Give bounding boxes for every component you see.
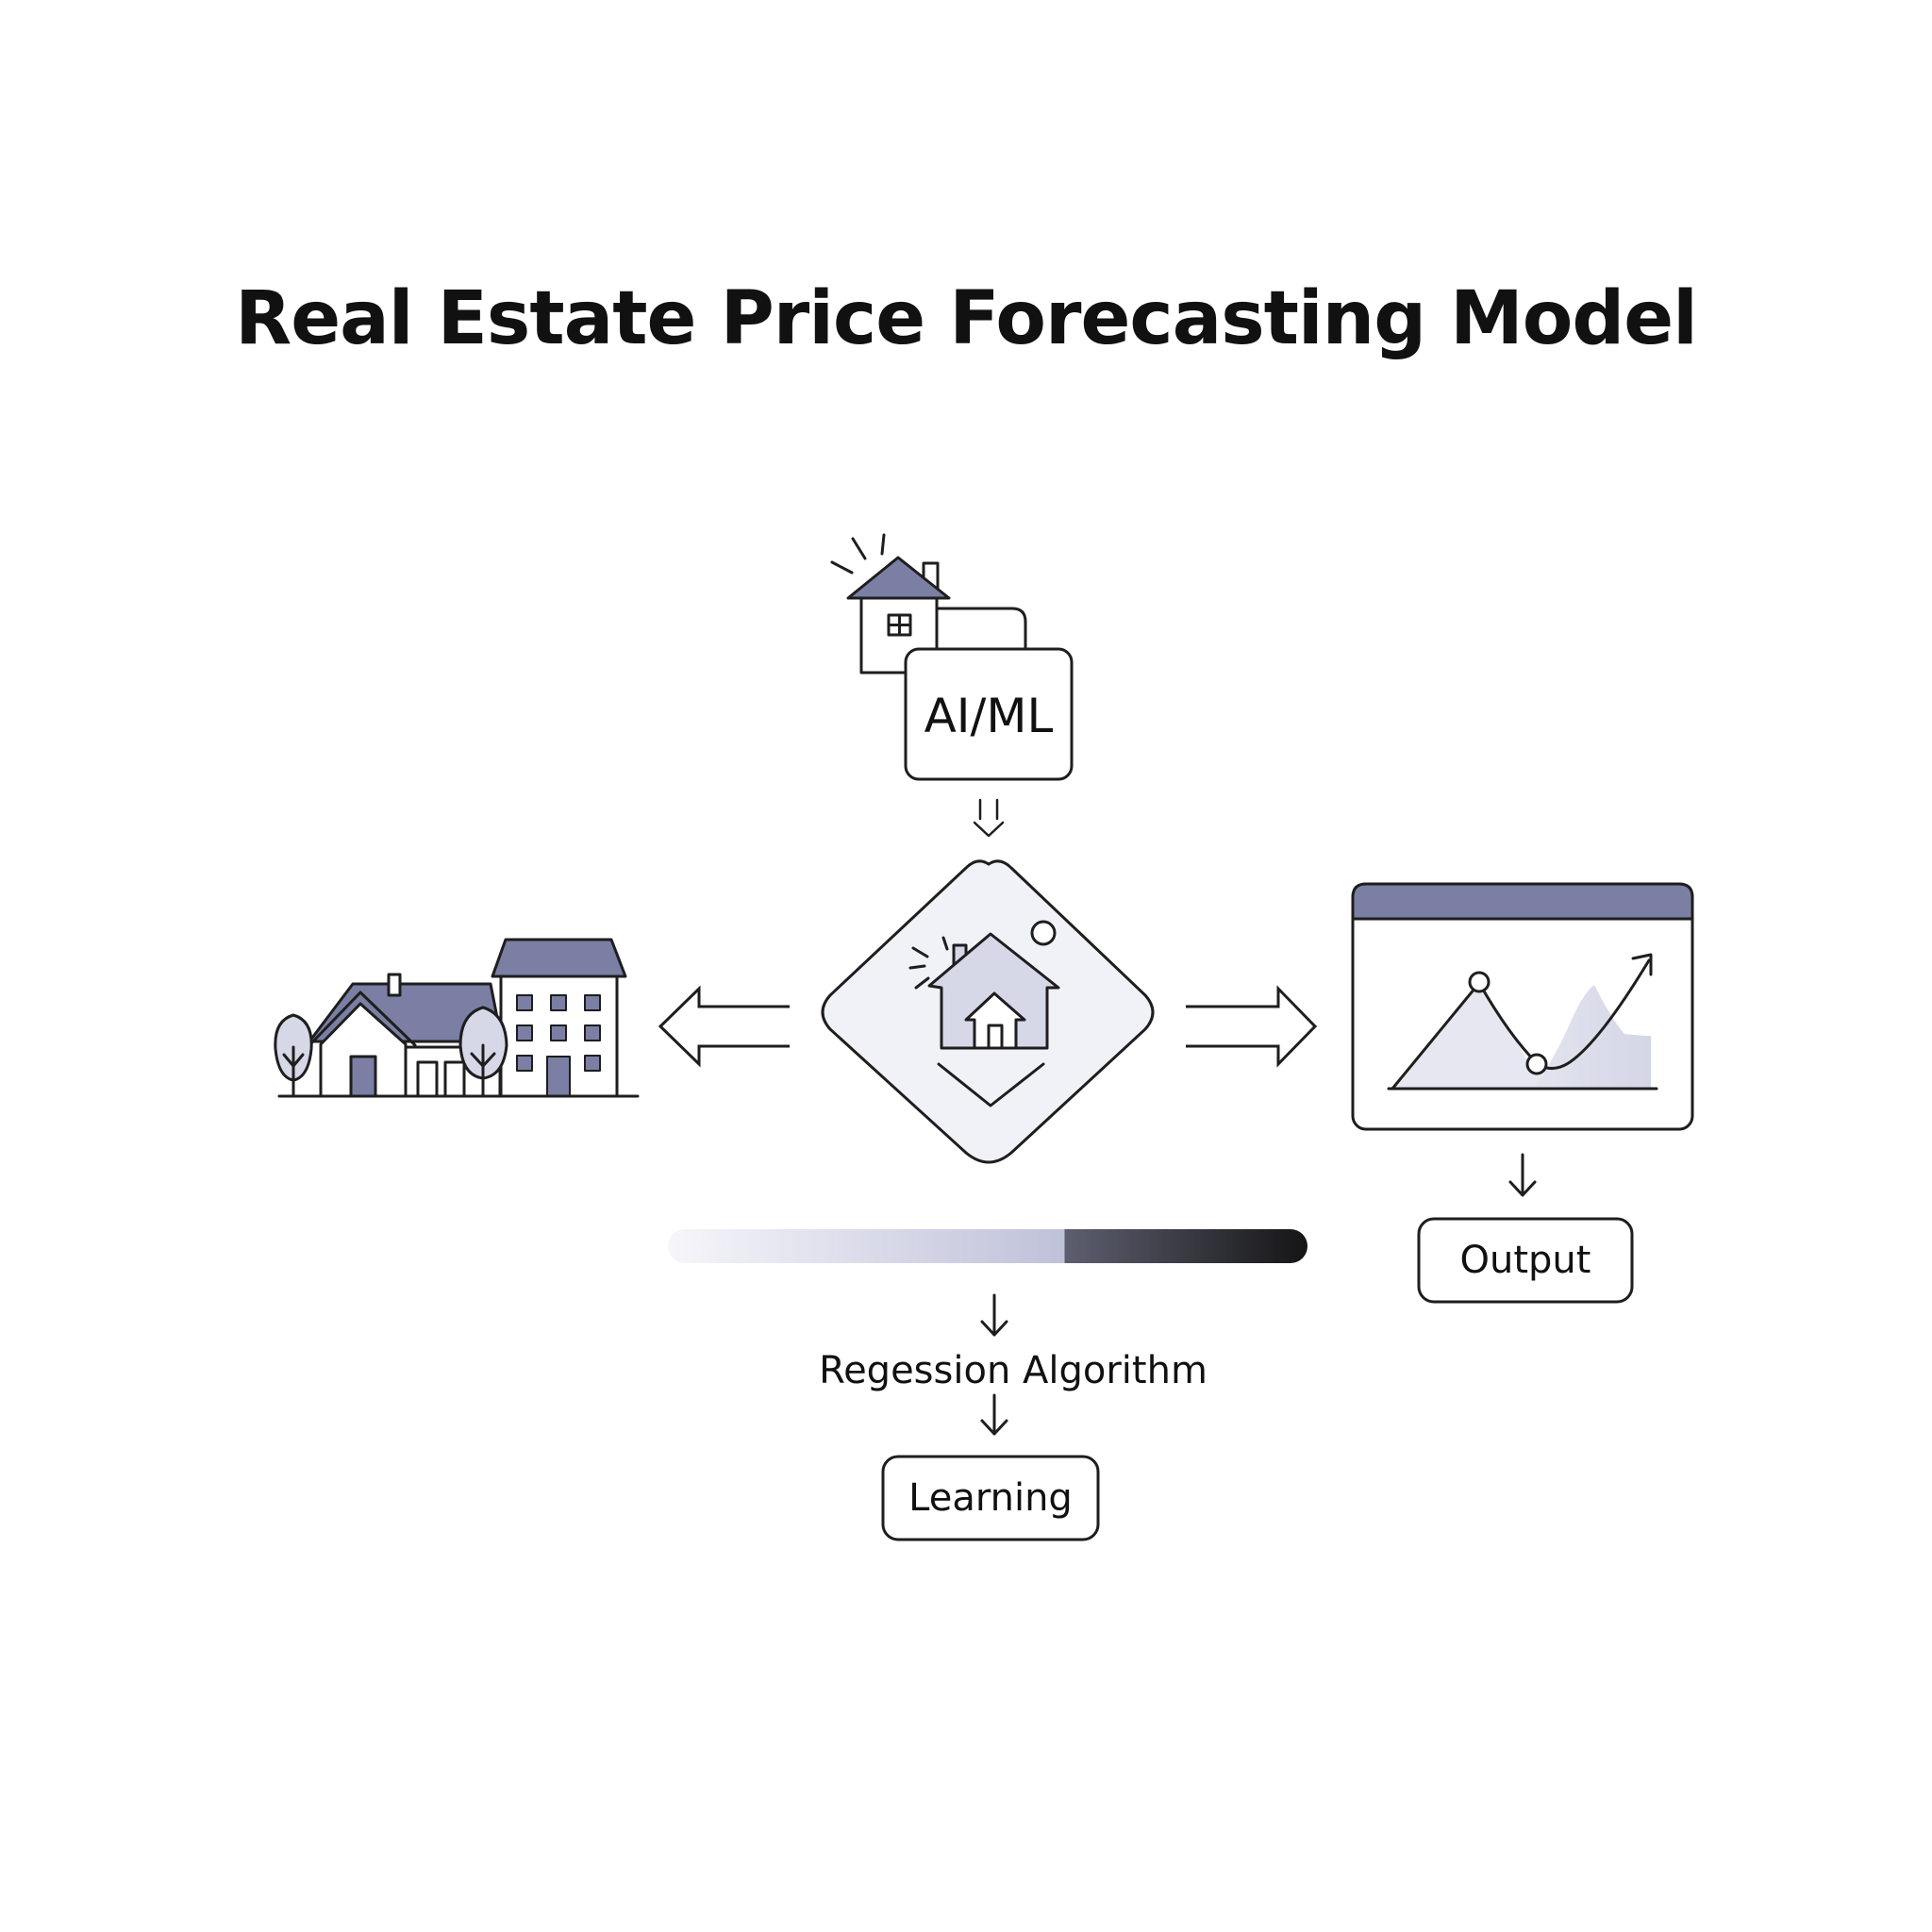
arrow-down-output-icon	[1508, 1153, 1537, 1197]
double-arrow-down-icon	[973, 798, 1005, 838]
aiml-label: AI/ML	[924, 689, 1054, 743]
page-title: Real Estate Price Forecasting Model	[235, 276, 1698, 361]
neighborhood-houses-icon	[274, 938, 640, 1098]
diamond-house-model-icon	[821, 859, 1155, 1164]
learning-label: Learning	[908, 1476, 1073, 1520]
output-node: Output	[1417, 1217, 1634, 1304]
house-with-ai-card-icon	[830, 533, 1074, 781]
arrow-left-icon	[658, 985, 790, 1068]
algorithm-label: Regession Algorithm	[819, 1349, 1208, 1392]
arrow-right-icon	[1186, 985, 1318, 1068]
price-forecast-chart-window-icon	[1351, 882, 1694, 1131]
arrow-down-learning-icon	[980, 1393, 1008, 1436]
training-progress-bar	[668, 1229, 1307, 1263]
arrow-down-algorithm-icon	[980, 1293, 1008, 1337]
learning-node: Learning	[881, 1455, 1100, 1541]
output-label: Output	[1460, 1239, 1591, 1282]
